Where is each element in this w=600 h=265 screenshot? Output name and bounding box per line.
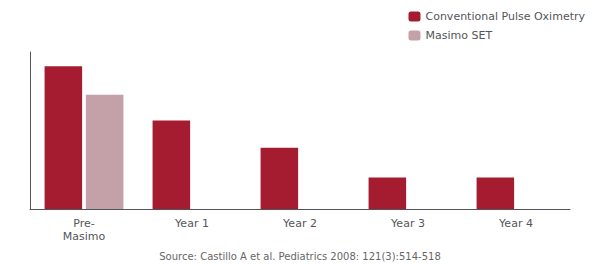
svg-text:Year 1: Year 1 xyxy=(174,217,209,230)
svg-text:Conventional Pulse Oximetry: Conventional Pulse Oximetry xyxy=(425,10,585,23)
svg-text:Pre-: Pre- xyxy=(73,217,94,230)
svg-text:Source: Castillo A et al. Pedi: Source: Castillo A et al. Pediatrics 200… xyxy=(159,251,440,262)
svg-text:Year 3: Year 3 xyxy=(390,217,425,230)
svg-text:Year 2: Year 2 xyxy=(282,217,317,230)
svg-text:Masimo SET: Masimo SET xyxy=(425,29,492,42)
svg-text:Masimo: Masimo xyxy=(63,230,106,243)
svg-text:Year 4: Year 4 xyxy=(498,217,533,230)
